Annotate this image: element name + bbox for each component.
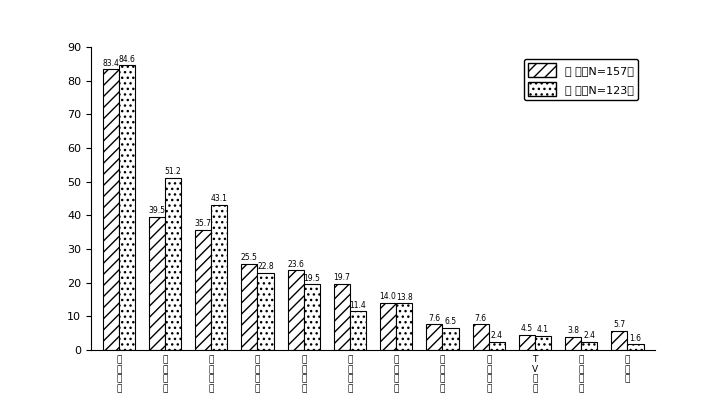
Text: 35.7: 35.7	[194, 219, 212, 228]
Text: 39.5: 39.5	[149, 206, 165, 215]
Text: 22.8: 22.8	[257, 263, 274, 272]
Bar	[241, 264, 258, 350]
Bar	[350, 311, 366, 350]
Text: 19.5: 19.5	[304, 274, 320, 283]
Bar	[427, 324, 443, 350]
Bar	[519, 335, 535, 350]
Text: 3.8: 3.8	[567, 326, 579, 335]
Bar	[565, 337, 581, 350]
Bar	[535, 336, 551, 350]
Bar	[211, 205, 227, 350]
Text: 2.4: 2.4	[491, 331, 503, 340]
Text: 7.6: 7.6	[475, 314, 487, 323]
Text: 14.0: 14.0	[380, 292, 397, 301]
Text: 13.8: 13.8	[396, 293, 413, 302]
Bar	[443, 328, 459, 350]
Text: 43.1: 43.1	[211, 194, 228, 203]
Bar	[165, 178, 181, 350]
Bar	[195, 230, 211, 350]
Text: 25.5: 25.5	[241, 253, 258, 263]
Bar	[304, 284, 320, 350]
Bar	[396, 303, 412, 350]
Text: 6.5: 6.5	[445, 317, 456, 326]
Bar	[149, 217, 165, 350]
Text: 1.6: 1.6	[630, 334, 641, 343]
Bar	[258, 273, 274, 350]
Text: 5.7: 5.7	[613, 320, 625, 329]
Text: 2.4: 2.4	[583, 331, 596, 340]
Bar	[612, 331, 628, 350]
Text: 7.6: 7.6	[428, 314, 440, 323]
Bar	[288, 270, 304, 350]
Bar	[488, 342, 505, 350]
Bar	[119, 65, 135, 350]
Bar	[334, 283, 350, 350]
Bar	[581, 342, 598, 350]
Text: 11.4: 11.4	[349, 301, 366, 310]
Bar	[380, 303, 396, 350]
Text: 4.5: 4.5	[521, 324, 533, 333]
Bar	[628, 344, 644, 350]
Text: 19.7: 19.7	[333, 273, 350, 282]
Text: 51.2: 51.2	[165, 167, 181, 176]
Bar	[103, 69, 119, 350]
Text: 23.6: 23.6	[288, 260, 304, 269]
Legend: 女 性〈N=157〉, 男 性〈N=123〉: 女 性〈N=157〉, 男 性〈N=123〉	[524, 59, 638, 100]
Text: 4.1: 4.1	[537, 325, 549, 334]
Bar	[472, 324, 488, 350]
Text: 83.4: 83.4	[102, 59, 119, 68]
Text: 84.6: 84.6	[119, 55, 135, 64]
